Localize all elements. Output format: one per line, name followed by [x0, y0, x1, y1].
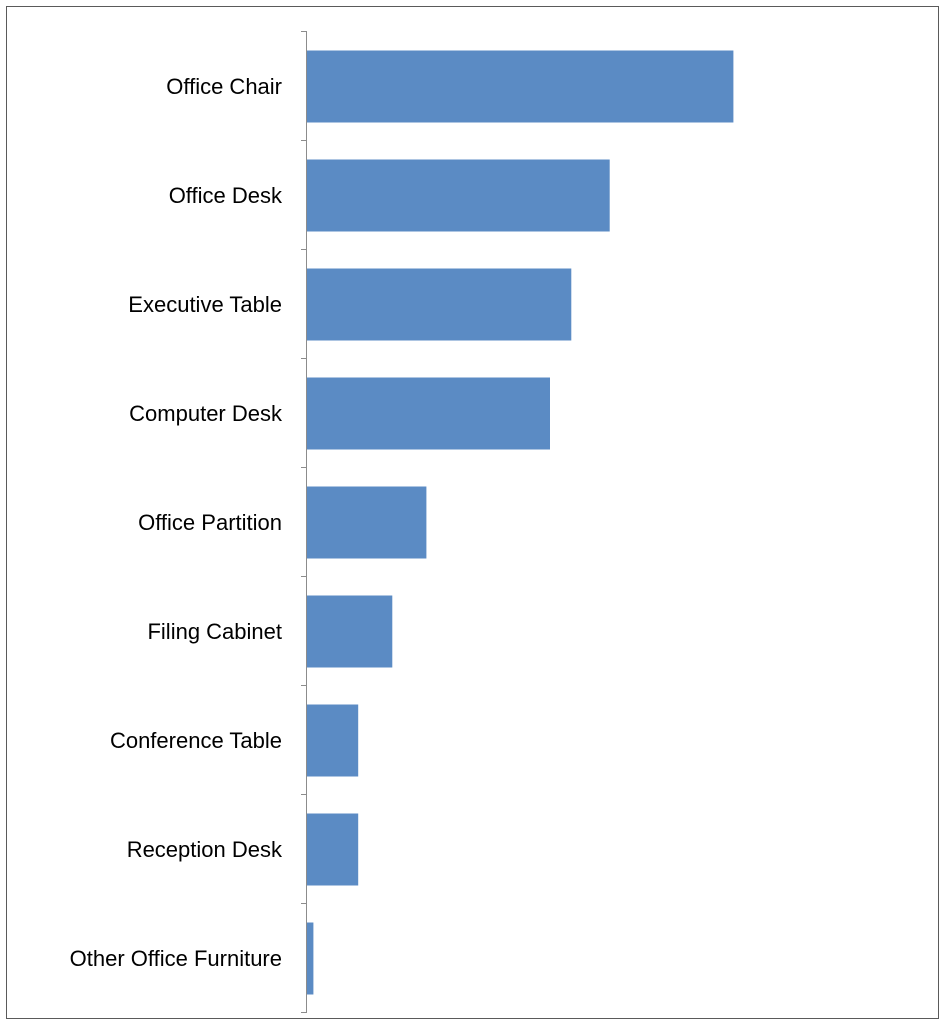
- category-label: Filing Cabinet: [147, 619, 282, 644]
- bar-office-chair: [307, 50, 734, 123]
- bar-office-partition: [307, 486, 427, 559]
- bar-office-desk: [307, 159, 610, 232]
- category-label: Office Chair: [166, 74, 282, 99]
- bar-computer-desk: [307, 377, 550, 450]
- bar-executive-table: [307, 268, 572, 341]
- category-labels: Office Chair Office Desk Executive Table Co…: [70, 74, 283, 971]
- category-label: Office Partition: [138, 510, 282, 535]
- category-label: Reception Desk: [127, 837, 283, 862]
- category-axis: [301, 31, 307, 1013]
- category-label: Other Office Furniture: [70, 946, 282, 971]
- bars-layer: [307, 50, 734, 995]
- category-label: Conference Table: [110, 728, 282, 753]
- bar-filing-cabinet: [307, 595, 393, 668]
- bar-other-office-furniture: [307, 922, 314, 995]
- bar-reception-desk: [307, 813, 359, 886]
- category-label: Executive Table: [128, 292, 282, 317]
- category-label: Computer Desk: [129, 401, 283, 426]
- category-label: Office Desk: [169, 183, 283, 208]
- bar-conference-table: [307, 704, 359, 777]
